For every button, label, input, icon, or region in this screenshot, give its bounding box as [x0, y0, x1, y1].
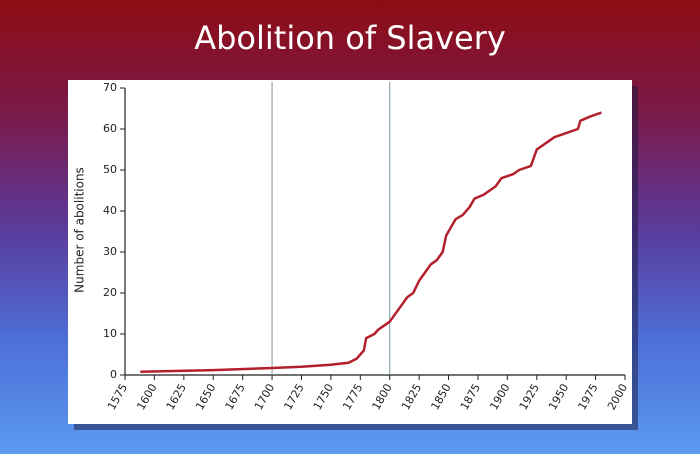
y-tick-label: 30: [103, 245, 117, 258]
y-tick-label: 70: [103, 81, 117, 94]
y-tick-label: 10: [103, 327, 117, 340]
y-tick-label: 50: [103, 163, 117, 176]
y-tick-label: 20: [103, 286, 117, 299]
y-tick-label: 0: [110, 368, 117, 381]
y-tick-label: 60: [103, 122, 117, 135]
chart-panel: [68, 80, 632, 424]
chart-title: Abolition of Slavery: [194, 19, 506, 57]
y-tick-label: 40: [103, 204, 117, 217]
y-axis-label: Number of abolitions: [73, 167, 87, 293]
data-line: [140, 111, 602, 373]
